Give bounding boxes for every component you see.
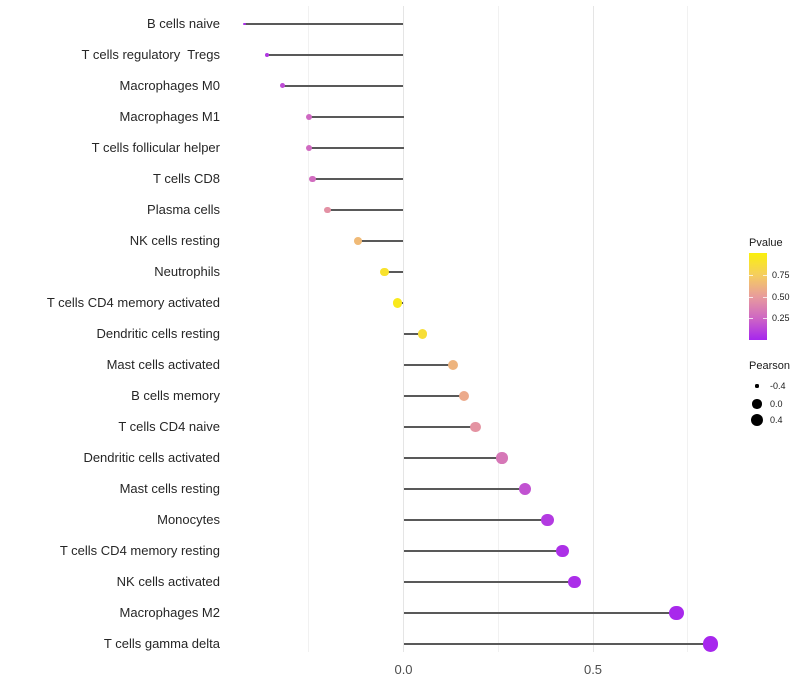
y-axis-label: Macrophages M0 xyxy=(119,78,220,93)
lollipop-stick xyxy=(403,426,476,428)
pvalue-tickmark xyxy=(749,274,753,276)
pvalue-tick-label: 0.75 xyxy=(772,269,790,280)
data-point xyxy=(279,83,285,89)
lollipop-stick xyxy=(403,457,503,459)
lollipop-stick xyxy=(267,54,404,56)
y-axis-label: T cells CD4 memory activated xyxy=(46,295,220,310)
data-point xyxy=(324,206,332,214)
y-axis-label: B cells naive xyxy=(147,16,220,31)
x-axis-tick-label: 0.5 xyxy=(583,662,603,677)
y-axis-label: T cells gamma delta xyxy=(103,636,220,651)
lollipop-stick xyxy=(403,643,711,645)
y-axis-label: Neutrophils xyxy=(154,264,220,279)
lollipop-stick xyxy=(312,178,404,180)
data-point xyxy=(518,483,531,495)
y-axis-label: Monocytes xyxy=(157,512,220,527)
lollipop-stick xyxy=(244,23,404,25)
x-axis-tick-label: 0.0 xyxy=(394,662,413,677)
data-point xyxy=(305,113,312,121)
lollipop-stick xyxy=(384,271,404,273)
lollipop-stick xyxy=(403,519,548,521)
pvalue-tickmark xyxy=(763,296,767,298)
data-point xyxy=(556,544,570,558)
gridline-minor xyxy=(687,6,689,652)
y-axis-label: NK cells resting xyxy=(129,233,220,248)
pvalue-tickmark xyxy=(749,296,753,298)
data-point xyxy=(305,144,312,152)
y-axis-label: T cells regulatory Tregs xyxy=(81,47,220,62)
pvalue-tickmark xyxy=(763,318,767,320)
data-point xyxy=(496,452,508,464)
pvalue-tick-label: 0.25 xyxy=(772,313,790,324)
data-point xyxy=(447,359,458,371)
data-point xyxy=(309,175,316,183)
lollipop-stick xyxy=(282,85,404,87)
gridline-major xyxy=(403,6,404,652)
gridline-minor xyxy=(497,6,499,652)
lollipop-stick xyxy=(358,240,404,242)
lollipop-stick xyxy=(403,550,563,552)
y-axis-label: Macrophages M1 xyxy=(119,109,220,124)
gridline-minor xyxy=(308,6,310,652)
data-point xyxy=(417,329,428,339)
y-axis-label: Macrophages M2 xyxy=(119,605,220,620)
data-point xyxy=(702,636,719,652)
pearson-legend-dot xyxy=(750,413,764,427)
pearson-legend-title: Pearson xyxy=(749,360,790,372)
pearson-legend-label: 0.0 xyxy=(770,399,783,409)
y-axis-label: Mast cells activated xyxy=(106,357,220,372)
lollipop-stick xyxy=(403,364,453,366)
pvalue-tickmark xyxy=(749,318,753,320)
lollipop-stick xyxy=(403,333,423,335)
y-axis-label: NK cells activated xyxy=(116,574,220,589)
y-axis-label: Dendritic cells resting xyxy=(96,326,220,341)
pvalue-colorbar xyxy=(749,253,767,340)
pearson-legend-dot xyxy=(755,384,759,388)
data-point xyxy=(458,390,470,402)
y-axis-label: T cells CD4 memory resting xyxy=(59,543,220,558)
pvalue-tickmark xyxy=(763,274,767,276)
y-axis-label: T cells follicular helper xyxy=(91,140,220,155)
gridline-major xyxy=(592,6,594,652)
lollipop-stick xyxy=(403,488,525,490)
data-point xyxy=(470,421,481,433)
data-point xyxy=(393,298,403,308)
lollipop-stick xyxy=(403,612,677,614)
pearson-legend-label: 0.4 xyxy=(770,415,783,425)
y-axis-label: T cells CD8 xyxy=(153,171,220,186)
data-point xyxy=(264,52,270,58)
lollipop-stick xyxy=(327,209,404,211)
data-point xyxy=(380,267,389,277)
lollipop-stick xyxy=(308,147,404,149)
pvalue-legend-title: Pvalue xyxy=(749,237,783,249)
lollipop-stick xyxy=(403,581,575,583)
lollipop-stick xyxy=(308,116,404,118)
data-point xyxy=(354,237,362,245)
pearson-legend-label: -0.4 xyxy=(770,381,786,391)
data-point xyxy=(567,575,581,589)
data-point xyxy=(669,605,684,621)
lollipop-stick xyxy=(403,395,465,397)
y-axis-label: Dendritic cells activated xyxy=(83,450,220,465)
data-point xyxy=(243,22,246,26)
pearson-legend-dot xyxy=(752,399,762,409)
y-axis-label: T cells CD4 naive xyxy=(118,419,220,434)
pvalue-tick-label: 0.50 xyxy=(772,291,790,302)
data-point xyxy=(541,513,554,527)
y-axis-label: B cells memory xyxy=(131,388,220,403)
y-axis-label: Mast cells resting xyxy=(119,481,220,496)
y-axis-label: Plasma cells xyxy=(147,202,220,217)
